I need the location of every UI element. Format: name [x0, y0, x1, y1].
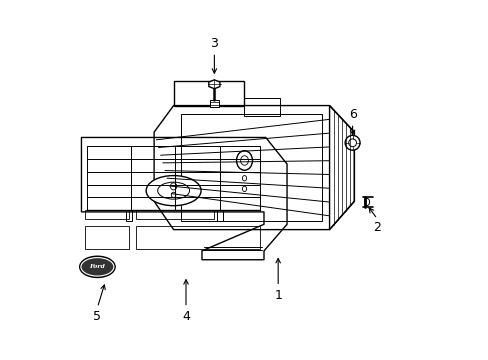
Text: 5: 5: [93, 310, 101, 323]
Ellipse shape: [236, 151, 252, 170]
Ellipse shape: [146, 176, 201, 206]
Text: 6: 6: [348, 108, 356, 121]
Text: 4: 4: [182, 310, 189, 323]
Ellipse shape: [80, 256, 115, 278]
Text: 1: 1: [274, 289, 282, 302]
Ellipse shape: [345, 135, 359, 150]
Polygon shape: [208, 80, 220, 89]
Ellipse shape: [348, 139, 356, 147]
Ellipse shape: [364, 198, 369, 206]
Text: 2: 2: [373, 221, 381, 234]
Bar: [210, 100, 218, 107]
Text: Ford: Ford: [89, 264, 105, 269]
Text: 3: 3: [210, 37, 218, 50]
